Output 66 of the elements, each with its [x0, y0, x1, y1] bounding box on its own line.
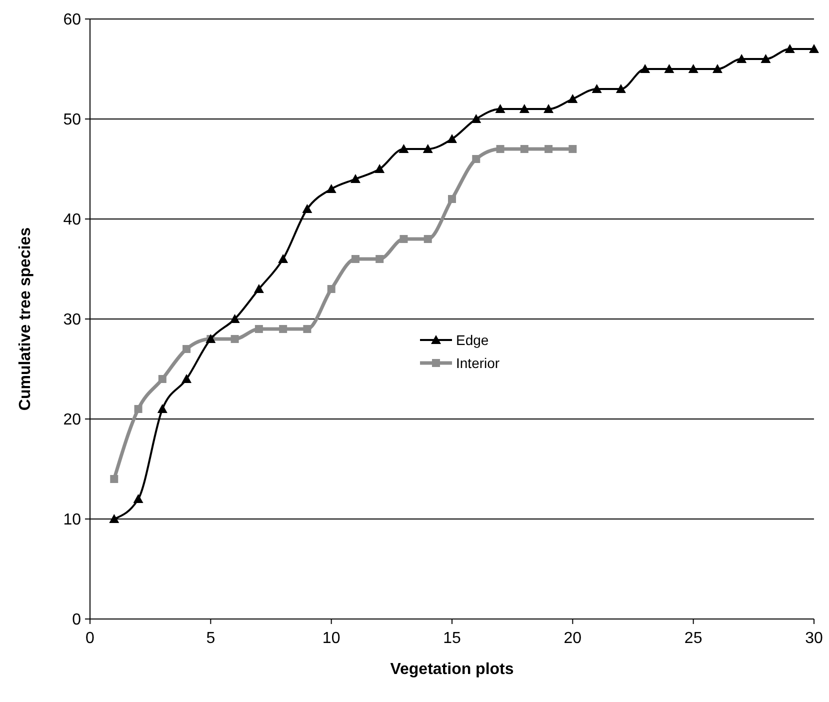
point [424, 235, 432, 243]
point [519, 104, 530, 113]
y-tick-label: 0 [72, 612, 82, 629]
y-tick-label: 40 [63, 212, 82, 229]
point [688, 64, 698, 73]
point [374, 164, 385, 173]
y-tick-label: 30 [63, 312, 82, 329]
point [616, 84, 626, 93]
point [376, 255, 384, 263]
y-tick-label: 60 [63, 12, 82, 29]
point [760, 54, 771, 63]
legend-label: Interior [456, 354, 500, 371]
x-tick-label: 0 [86, 630, 95, 647]
point [279, 325, 288, 333]
y-axis-title: Cumulative tree species [17, 227, 34, 411]
x-tick-label: 25 [684, 630, 702, 647]
point [520, 145, 528, 153]
point [230, 335, 239, 343]
point [496, 145, 504, 153]
point [327, 285, 336, 293]
point [351, 255, 360, 263]
point [398, 144, 409, 153]
y-tick-label: 50 [63, 112, 82, 129]
point [134, 405, 142, 413]
point [712, 64, 722, 73]
y-tick-label: 10 [63, 512, 82, 529]
point [544, 104, 554, 113]
point [422, 144, 433, 153]
point [664, 64, 674, 73]
point [157, 404, 168, 413]
point [568, 145, 577, 153]
point [472, 155, 480, 163]
point [736, 54, 747, 63]
point [133, 494, 144, 503]
point [568, 94, 578, 103]
point [254, 325, 263, 333]
point [448, 195, 456, 203]
point [109, 514, 120, 523]
point [784, 44, 795, 53]
legend-label: Edge [456, 332, 489, 348]
point [182, 345, 191, 353]
point [495, 104, 506, 113]
point [471, 114, 482, 123]
point [254, 284, 264, 293]
x-tick-label: 10 [322, 630, 340, 647]
point [544, 145, 553, 153]
y-tick-label: 20 [63, 412, 82, 429]
x-tick-label: 30 [805, 630, 823, 647]
point [303, 325, 312, 333]
point [809, 44, 819, 53]
x-axis-title: Vegetation plots [390, 661, 514, 678]
point [592, 84, 602, 93]
point [182, 374, 192, 383]
x-tick-label: 20 [564, 630, 582, 647]
x-tick-label: 5 [206, 630, 216, 647]
point [400, 235, 408, 243]
point [110, 475, 118, 483]
point [350, 174, 360, 183]
point [230, 314, 240, 323]
point [640, 64, 650, 73]
x-tick-label: 15 [443, 630, 461, 647]
point [302, 204, 312, 213]
point [158, 375, 166, 383]
point [278, 254, 288, 263]
point [447, 134, 457, 143]
point [326, 184, 336, 193]
